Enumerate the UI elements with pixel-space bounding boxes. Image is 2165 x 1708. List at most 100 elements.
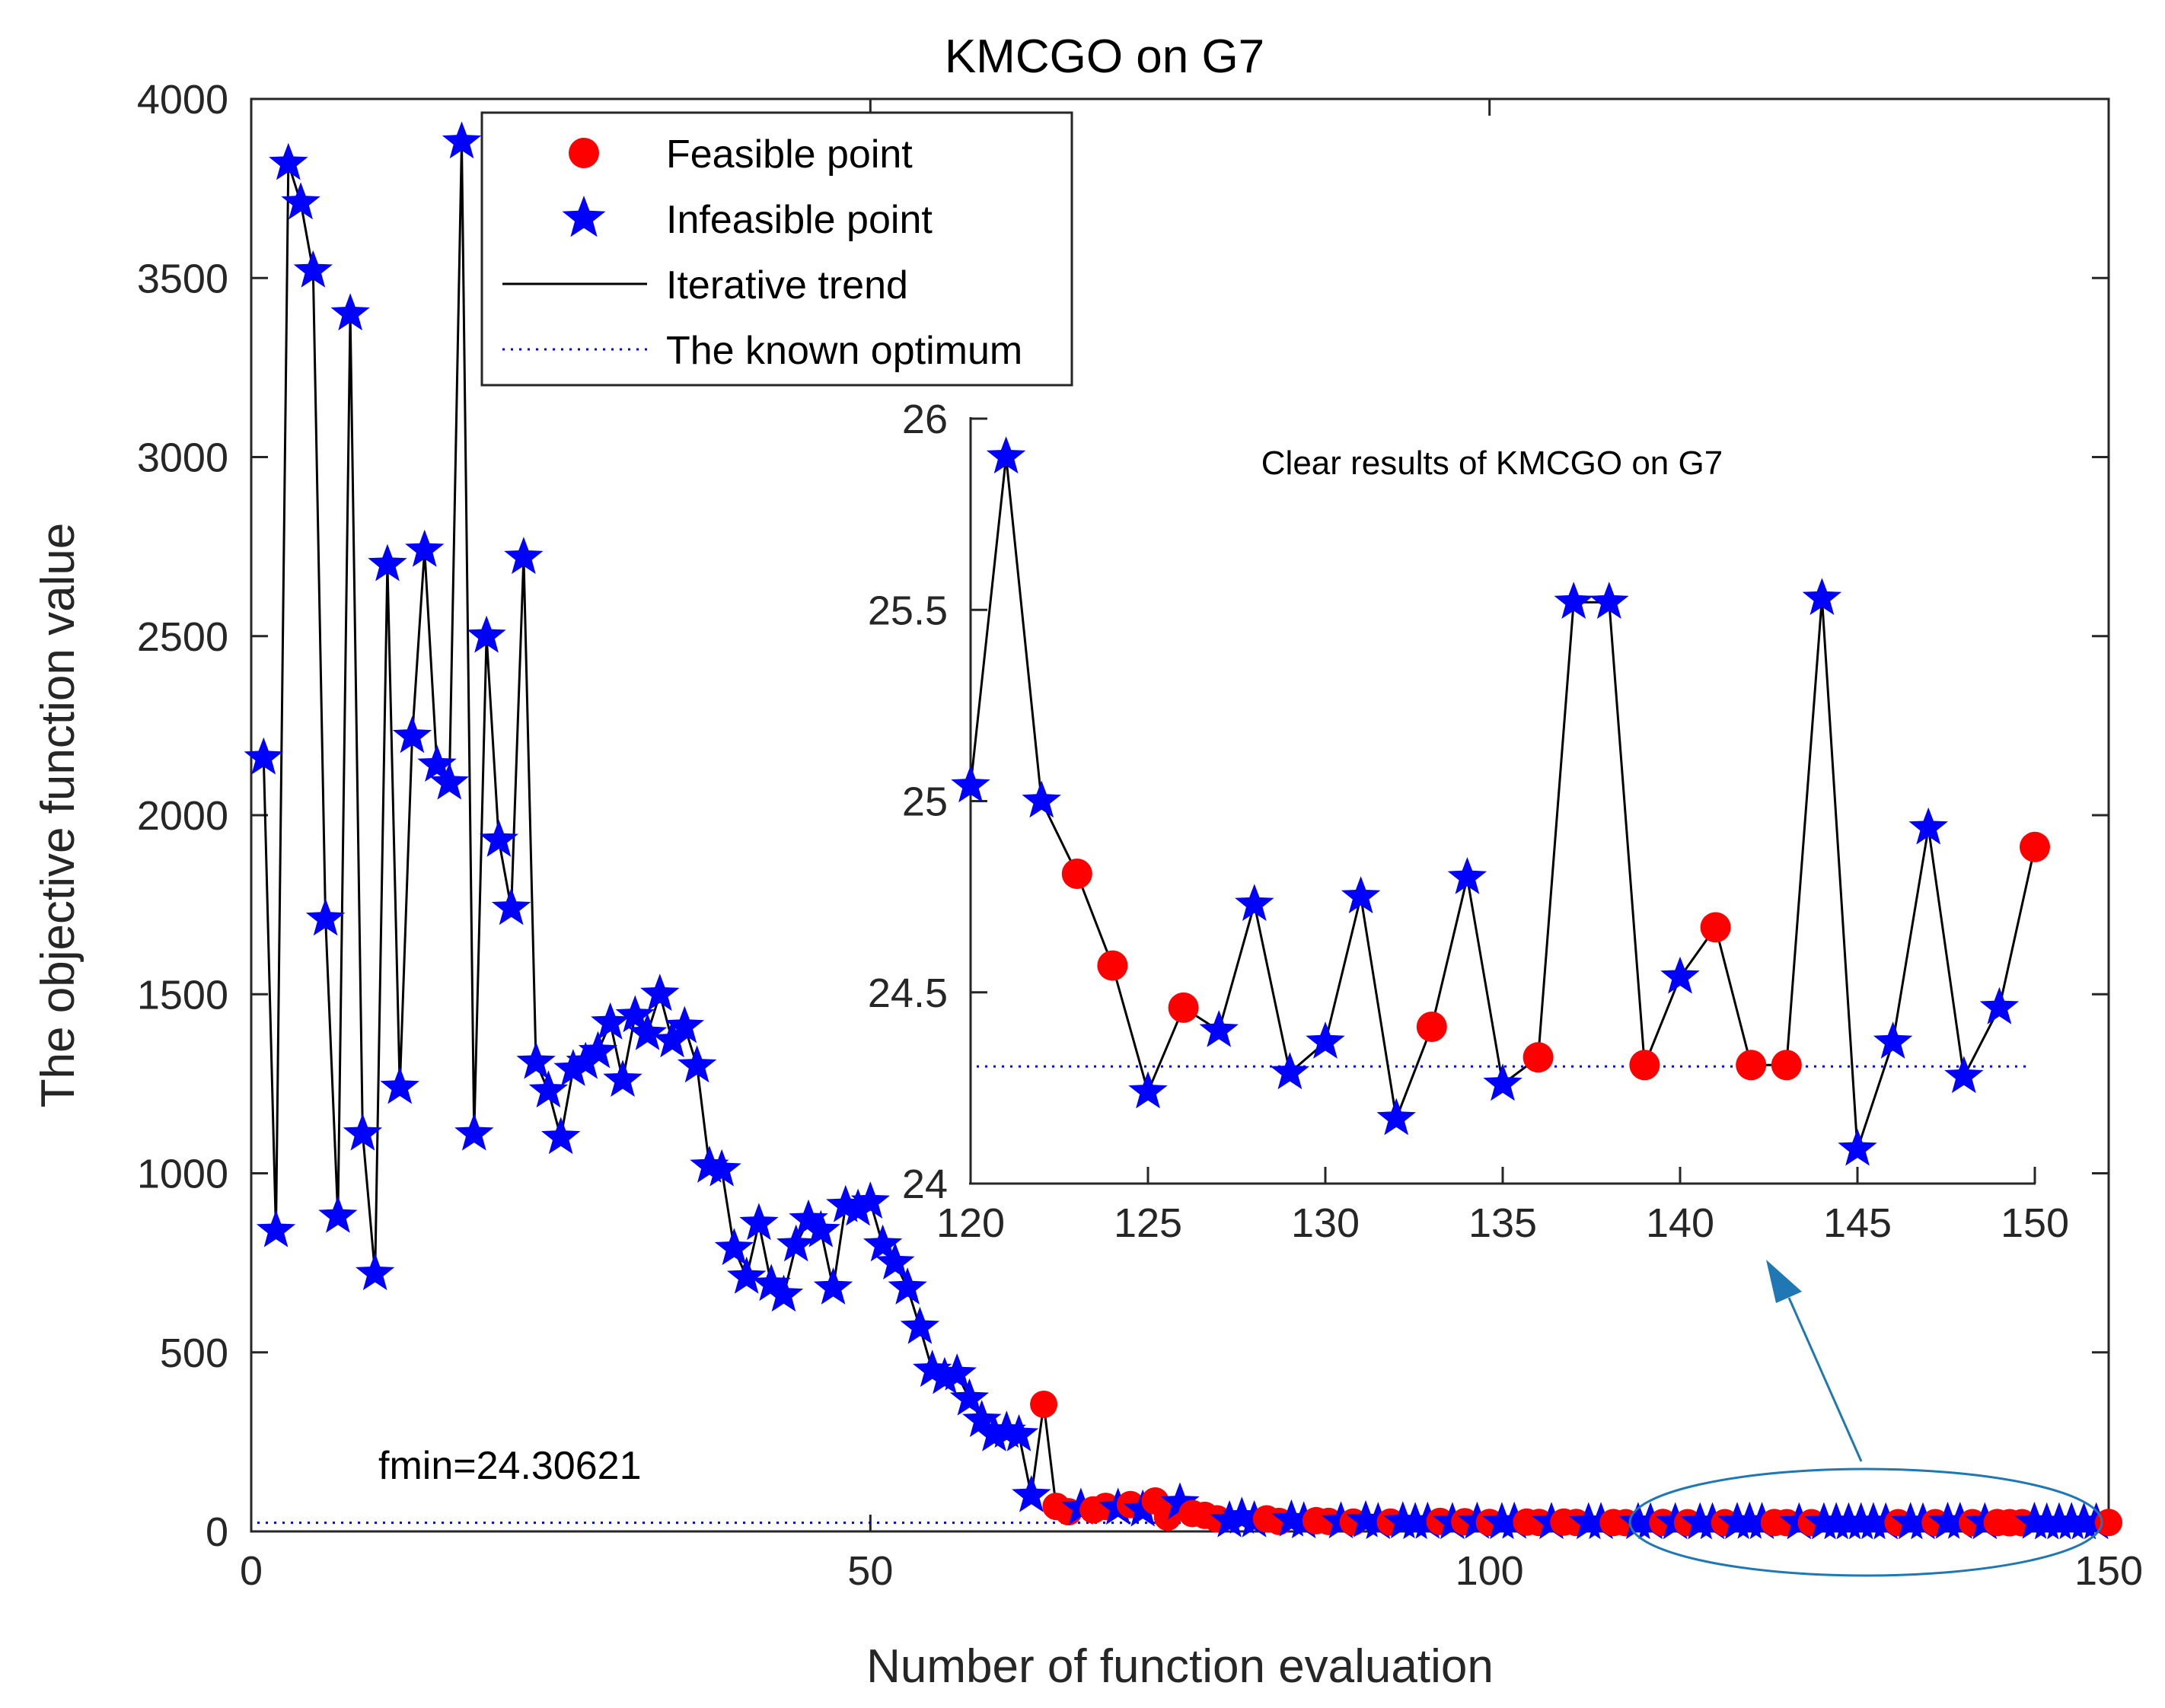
zoom-arrow-shaft — [1787, 1297, 1863, 1462]
infeasible-point — [665, 1005, 704, 1044]
zoom-region-ellipse — [1628, 1467, 2103, 1577]
infeasible-point — [949, 1378, 990, 1416]
infeasible-point — [1022, 780, 1061, 818]
legend: Feasible point Infeasible point Iterativ… — [480, 111, 1073, 387]
x-tick-label: 140 — [1646, 1200, 1714, 1246]
infeasible-point — [405, 529, 445, 567]
infeasible-point — [380, 1066, 419, 1104]
infeasible-point — [293, 250, 333, 288]
y-tick-label: 3000 — [137, 435, 228, 481]
infeasible-point — [1838, 1128, 1877, 1166]
infeasible-point — [244, 737, 283, 775]
infeasible-point — [269, 142, 308, 180]
infeasible-point — [368, 543, 407, 582]
x-tick-label: 100 — [1456, 1548, 1524, 1594]
feasible-point — [1030, 1390, 1058, 1418]
y-tick-label: 24 — [902, 1162, 948, 1207]
infeasible-point — [986, 436, 1026, 474]
y-tick-label: 4000 — [137, 77, 228, 123]
y-tick-label: 0 — [206, 1509, 228, 1555]
infeasible-point — [1376, 1098, 1416, 1136]
feasible-point — [2020, 831, 2050, 862]
infeasible-point — [566, 1041, 605, 1079]
infeasible-point — [504, 537, 544, 575]
infeasible-point — [1128, 1071, 1168, 1109]
inset-data-markers — [951, 436, 2050, 1166]
infeasible-point — [1341, 876, 1381, 913]
infeasible-point — [479, 819, 518, 857]
legend-infeasible-marker — [562, 196, 606, 237]
fmin-annotation: fmin=24.30621 — [378, 1444, 642, 1488]
x-tick-label: 130 — [1291, 1200, 1360, 1246]
infeasible-point — [541, 1117, 581, 1155]
infeasible-point — [838, 1188, 878, 1226]
infeasible-point — [1270, 1052, 1310, 1090]
infeasible-point — [1447, 857, 1487, 894]
infeasible-point — [999, 1414, 1039, 1451]
infeasible-point — [578, 1031, 618, 1069]
inset-title: Clear results of KMCGO on G7 — [1261, 445, 1723, 482]
infeasible-point — [951, 765, 990, 803]
infeasible-point — [1979, 986, 2020, 1024]
x-tick-label: 50 — [847, 1548, 893, 1594]
feasible-point — [1061, 858, 1092, 889]
infeasible-point — [1802, 578, 1842, 615]
infeasible-point — [392, 715, 432, 754]
infeasible-point — [1660, 956, 1700, 994]
infeasible-point — [937, 1353, 977, 1391]
infeasible-point — [714, 1228, 754, 1266]
infeasible-point — [640, 973, 680, 1012]
infeasible-point — [913, 1350, 952, 1388]
x-tick-label: 145 — [1823, 1200, 1892, 1246]
infeasible-point — [343, 1113, 383, 1151]
feasible-point — [1771, 1050, 1802, 1081]
legend-feasible-label: Feasible point — [666, 132, 913, 177]
legend-feasible-marker — [569, 138, 599, 168]
x-axis-label: Number of function evaluation — [866, 1640, 1494, 1693]
infeasible-point — [454, 1113, 494, 1151]
chart-title: KMCGO on G7 — [945, 30, 1264, 83]
infeasible-point — [850, 1181, 890, 1219]
infeasible-point — [429, 762, 469, 800]
infeasible-point — [318, 1196, 358, 1233]
infeasible-point — [1908, 807, 1948, 845]
feasible-point — [1416, 1011, 1447, 1042]
infeasible-point — [615, 995, 655, 1033]
infeasible-point — [417, 744, 457, 782]
infeasible-point — [491, 887, 531, 926]
y-tick-label: 2000 — [137, 793, 228, 839]
x-tick-label: 120 — [936, 1200, 1005, 1246]
infeasible-point — [789, 1199, 828, 1237]
inset-axes-frame — [971, 419, 2035, 1184]
infeasible-point — [764, 1274, 804, 1312]
infeasible-point — [603, 1060, 642, 1097]
zoom-arrow-head — [1766, 1260, 1802, 1303]
infeasible-point — [1483, 1063, 1523, 1101]
infeasible-point — [900, 1306, 940, 1344]
y-axis-label: The objective function value — [32, 523, 84, 1108]
y-tick-label: 500 — [160, 1330, 228, 1376]
legend-trend-label: Iterative trend — [666, 263, 908, 308]
infeasible-point — [1589, 582, 1629, 619]
infeasible-point — [862, 1224, 903, 1262]
infeasible-point — [875, 1242, 915, 1279]
infeasible-point — [1873, 1021, 1913, 1059]
inset-plot-area: 120 125 130 135 140 145 150 24 24.5 25 25.5 26 Clea… — [868, 397, 2069, 1246]
infeasible-point — [553, 1049, 593, 1086]
y-tick-label: 24.5 — [868, 970, 948, 1016]
infeasible-point — [442, 121, 482, 159]
infeasible-point — [677, 1045, 717, 1083]
infeasible-point — [888, 1267, 927, 1305]
legend-infeasible-label: Infeasible point — [666, 198, 933, 242]
y-tick-label: 26 — [902, 397, 948, 442]
infeasible-point — [467, 615, 506, 653]
infeasible-point — [1012, 1475, 1051, 1512]
infeasible-point — [1199, 1010, 1239, 1047]
infeasible-point — [1210, 1499, 1249, 1538]
feasible-point — [2095, 1509, 2122, 1537]
y-tick-label: 3500 — [137, 256, 228, 301]
y-tick-label: 1000 — [137, 1152, 228, 1197]
infeasible-point — [1235, 884, 1274, 921]
feasible-point — [1168, 992, 1199, 1023]
